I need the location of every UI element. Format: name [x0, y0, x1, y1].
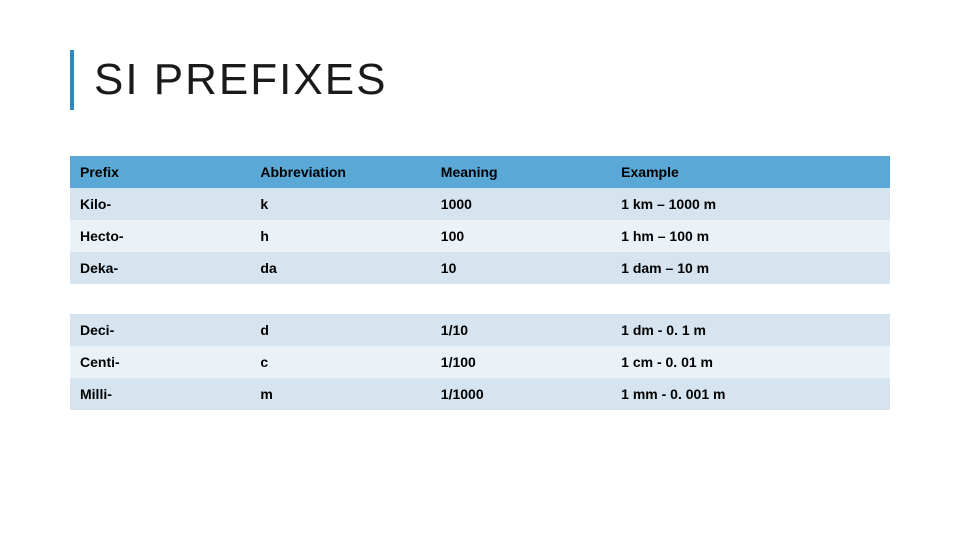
- col-prefix: Prefix: [70, 156, 250, 188]
- cell-meaning: 100: [431, 220, 611, 252]
- cell-abbrev: d: [250, 314, 430, 346]
- cell-abbrev: h: [250, 220, 430, 252]
- table-row: Hecto- h 100 1 hm – 100 m: [70, 220, 890, 252]
- cell-example: 1 cm - 0. 01 m: [611, 346, 890, 378]
- cell-abbrev: c: [250, 346, 430, 378]
- cell-meaning: 1/1000: [431, 378, 611, 410]
- cell-prefix: Milli-: [70, 378, 250, 410]
- table-body: Kilo- k 1000 1 km – 1000 m Hecto- h 100 …: [70, 188, 890, 410]
- cell-abbrev: m: [250, 378, 430, 410]
- table-row: Deci- d 1/10 1 dm - 0. 1 m: [70, 314, 890, 346]
- cell-meaning: 1000: [431, 188, 611, 220]
- cell-example: 1 km – 1000 m: [611, 188, 890, 220]
- table-gap-row: [70, 284, 890, 314]
- cell-meaning: 10: [431, 252, 611, 284]
- cell-abbrev: da: [250, 252, 430, 284]
- col-example: Example: [611, 156, 890, 188]
- slide: SI PREFIXES Prefix Abbreviation Meaning …: [0, 0, 960, 540]
- cell-abbrev: k: [250, 188, 430, 220]
- table-row: Deka- da 10 1 dam – 10 m: [70, 252, 890, 284]
- cell-meaning: 1/100: [431, 346, 611, 378]
- cell-prefix: Kilo-: [70, 188, 250, 220]
- accent-bar: [70, 50, 74, 110]
- cell-meaning: 1/10: [431, 314, 611, 346]
- cell-prefix: Centi-: [70, 346, 250, 378]
- cell-example: 1 dm - 0. 1 m: [611, 314, 890, 346]
- cell-prefix: Deka-: [70, 252, 250, 284]
- cell-prefix: Hecto-: [70, 220, 250, 252]
- col-abbreviation: Abbreviation: [250, 156, 430, 188]
- col-meaning: Meaning: [431, 156, 611, 188]
- cell-prefix: Deci-: [70, 314, 250, 346]
- table-header-row: Prefix Abbreviation Meaning Example: [70, 156, 890, 188]
- table-row: Kilo- k 1000 1 km – 1000 m: [70, 188, 890, 220]
- table-row: Milli- m 1/1000 1 mm - 0. 001 m: [70, 378, 890, 410]
- title-block: SI PREFIXES: [70, 50, 890, 110]
- cell-example: 1 mm - 0. 001 m: [611, 378, 890, 410]
- table-row: Centi- c 1/100 1 cm - 0. 01 m: [70, 346, 890, 378]
- cell-example: 1 hm – 100 m: [611, 220, 890, 252]
- si-prefixes-table: Prefix Abbreviation Meaning Example Kilo…: [70, 156, 890, 410]
- cell-example: 1 dam – 10 m: [611, 252, 890, 284]
- page-title: SI PREFIXES: [94, 50, 387, 110]
